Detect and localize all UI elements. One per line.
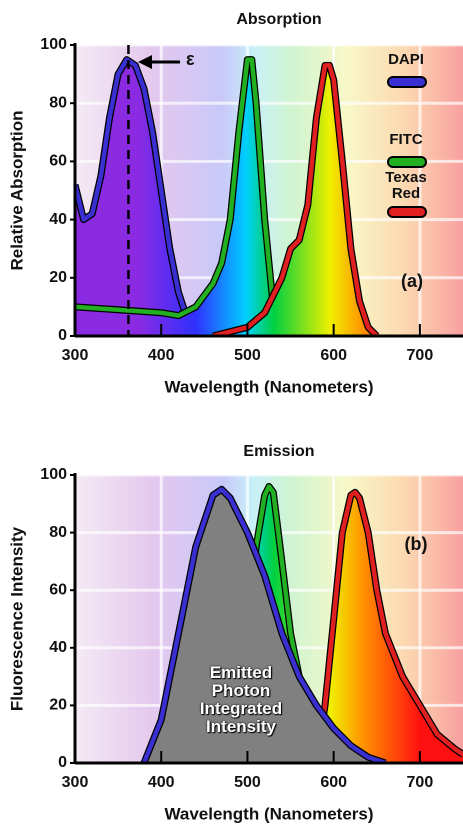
line	[141, 487, 387, 763]
line	[75, 57, 292, 336]
annotation: Emitted Photon Integrated Intensity	[199, 663, 283, 736]
y-tick-label: 80	[49, 94, 67, 111]
legend-swatch	[389, 78, 425, 86]
line	[212, 63, 379, 336]
x-tick-label: 500	[234, 347, 261, 364]
legend-label: Texas Red	[385, 169, 427, 202]
area	[144, 489, 386, 763]
x-axis-label: Wavelength (Nanometers)	[164, 804, 373, 823]
annotation: ε	[186, 49, 195, 69]
legend-swatch	[389, 208, 425, 216]
y-tick-label: 100	[40, 466, 67, 483]
area	[316, 492, 463, 763]
x-axis-label: Wavelength (Nanometers)	[164, 377, 373, 396]
y-tick-label: 40	[49, 211, 67, 228]
x-tick-label: 500	[234, 774, 261, 791]
x-tick-label: 700	[407, 347, 434, 364]
y-tick-label: 20	[49, 269, 67, 286]
legend-swatch	[389, 158, 425, 166]
y-tick-label: 20	[49, 697, 67, 714]
chart-title: Absorption	[236, 11, 321, 28]
x-tick-label: 700	[407, 774, 434, 791]
y-tick-label: 100	[40, 36, 67, 53]
y-tick-label: 0	[58, 327, 67, 344]
y-tick-label: 60	[49, 581, 67, 598]
line	[314, 490, 463, 763]
x-tick-label: 600	[320, 347, 347, 364]
area	[75, 59, 291, 336]
legend-label: DAPI	[388, 51, 424, 68]
y-tick-label: 80	[49, 524, 67, 541]
y-axis-label: Relative Absorption	[7, 111, 26, 271]
y-tick-label: 40	[49, 639, 67, 656]
arrow-head	[138, 55, 152, 69]
x-tick-label: 400	[148, 347, 175, 364]
plot-area	[140, 483, 463, 763]
annotation: (b)	[405, 534, 428, 554]
legend-label: FITC	[389, 131, 423, 148]
y-tick-label: 60	[49, 153, 67, 170]
x-tick-label: 400	[148, 774, 175, 791]
y-tick-label: 0	[58, 754, 67, 771]
x-tick-label: 300	[62, 774, 89, 791]
line	[75, 57, 206, 336]
y-axis-label: Fluorescence Intensity	[7, 526, 26, 711]
annotation: (a)	[401, 271, 423, 291]
chart-title: Emission	[243, 443, 314, 460]
x-tick-label: 600	[320, 774, 347, 791]
x-tick-label: 300	[62, 347, 89, 364]
plot-area	[75, 56, 380, 336]
